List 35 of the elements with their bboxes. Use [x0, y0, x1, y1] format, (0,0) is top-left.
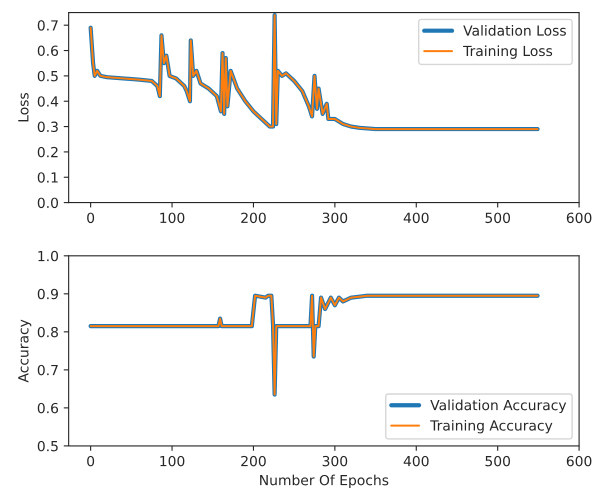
y-tick-label: 0.6: [38, 402, 58, 414]
x-tick-label: 400: [404, 212, 429, 224]
x-axis-title: Number Of Epochs: [260, 474, 388, 488]
x-tick-label: 0: [87, 212, 94, 224]
y-tick-label: 0.1: [38, 172, 58, 183]
x-tick-label: 400: [404, 456, 429, 466]
y-tick-label: 0.7: [38, 20, 58, 31]
y-tick-label: 0.7: [38, 364, 58, 376]
x-tick-label: 200: [241, 456, 266, 466]
x-tick-label: 100: [160, 456, 184, 466]
y-tick-label: 0.4: [38, 96, 58, 107]
x-tick-label: 200: [241, 212, 266, 224]
y-tick-label: 0.9: [38, 288, 58, 300]
x-tick-label: 300: [322, 456, 348, 466]
y-tick-label: 0.5: [38, 440, 58, 452]
y-tick-label: 0.6: [38, 46, 58, 56]
legend-label: Training Accuracy: [430, 420, 552, 434]
x-tick-label: 600: [566, 212, 592, 224]
legend-label: Training Loss: [463, 45, 552, 59]
y-tick-label: 0.0: [38, 198, 58, 208]
x-tick-label: 600: [566, 456, 592, 466]
x-tick-label: 500: [486, 212, 510, 224]
y-tick-label: 0.3: [38, 122, 58, 132]
y-tick-label: 0.8: [38, 326, 58, 338]
x-tick-label: 0: [87, 456, 94, 466]
legend-label: Validation Accuracy: [430, 400, 566, 414]
y-tick-label: 1.0: [38, 250, 58, 262]
legend-label: Validation Loss: [463, 25, 566, 36]
x-tick-label: 100: [160, 212, 184, 224]
x-tick-label: 500: [486, 456, 510, 466]
x-tick-label: 300: [322, 212, 348, 224]
y-axis-title: Loss: [18, 93, 29, 122]
y-tick-label: 0.2: [38, 146, 58, 158]
y-axis-title: Accuracy: [18, 320, 32, 382]
y-tick-label: 0.5: [38, 70, 58, 82]
